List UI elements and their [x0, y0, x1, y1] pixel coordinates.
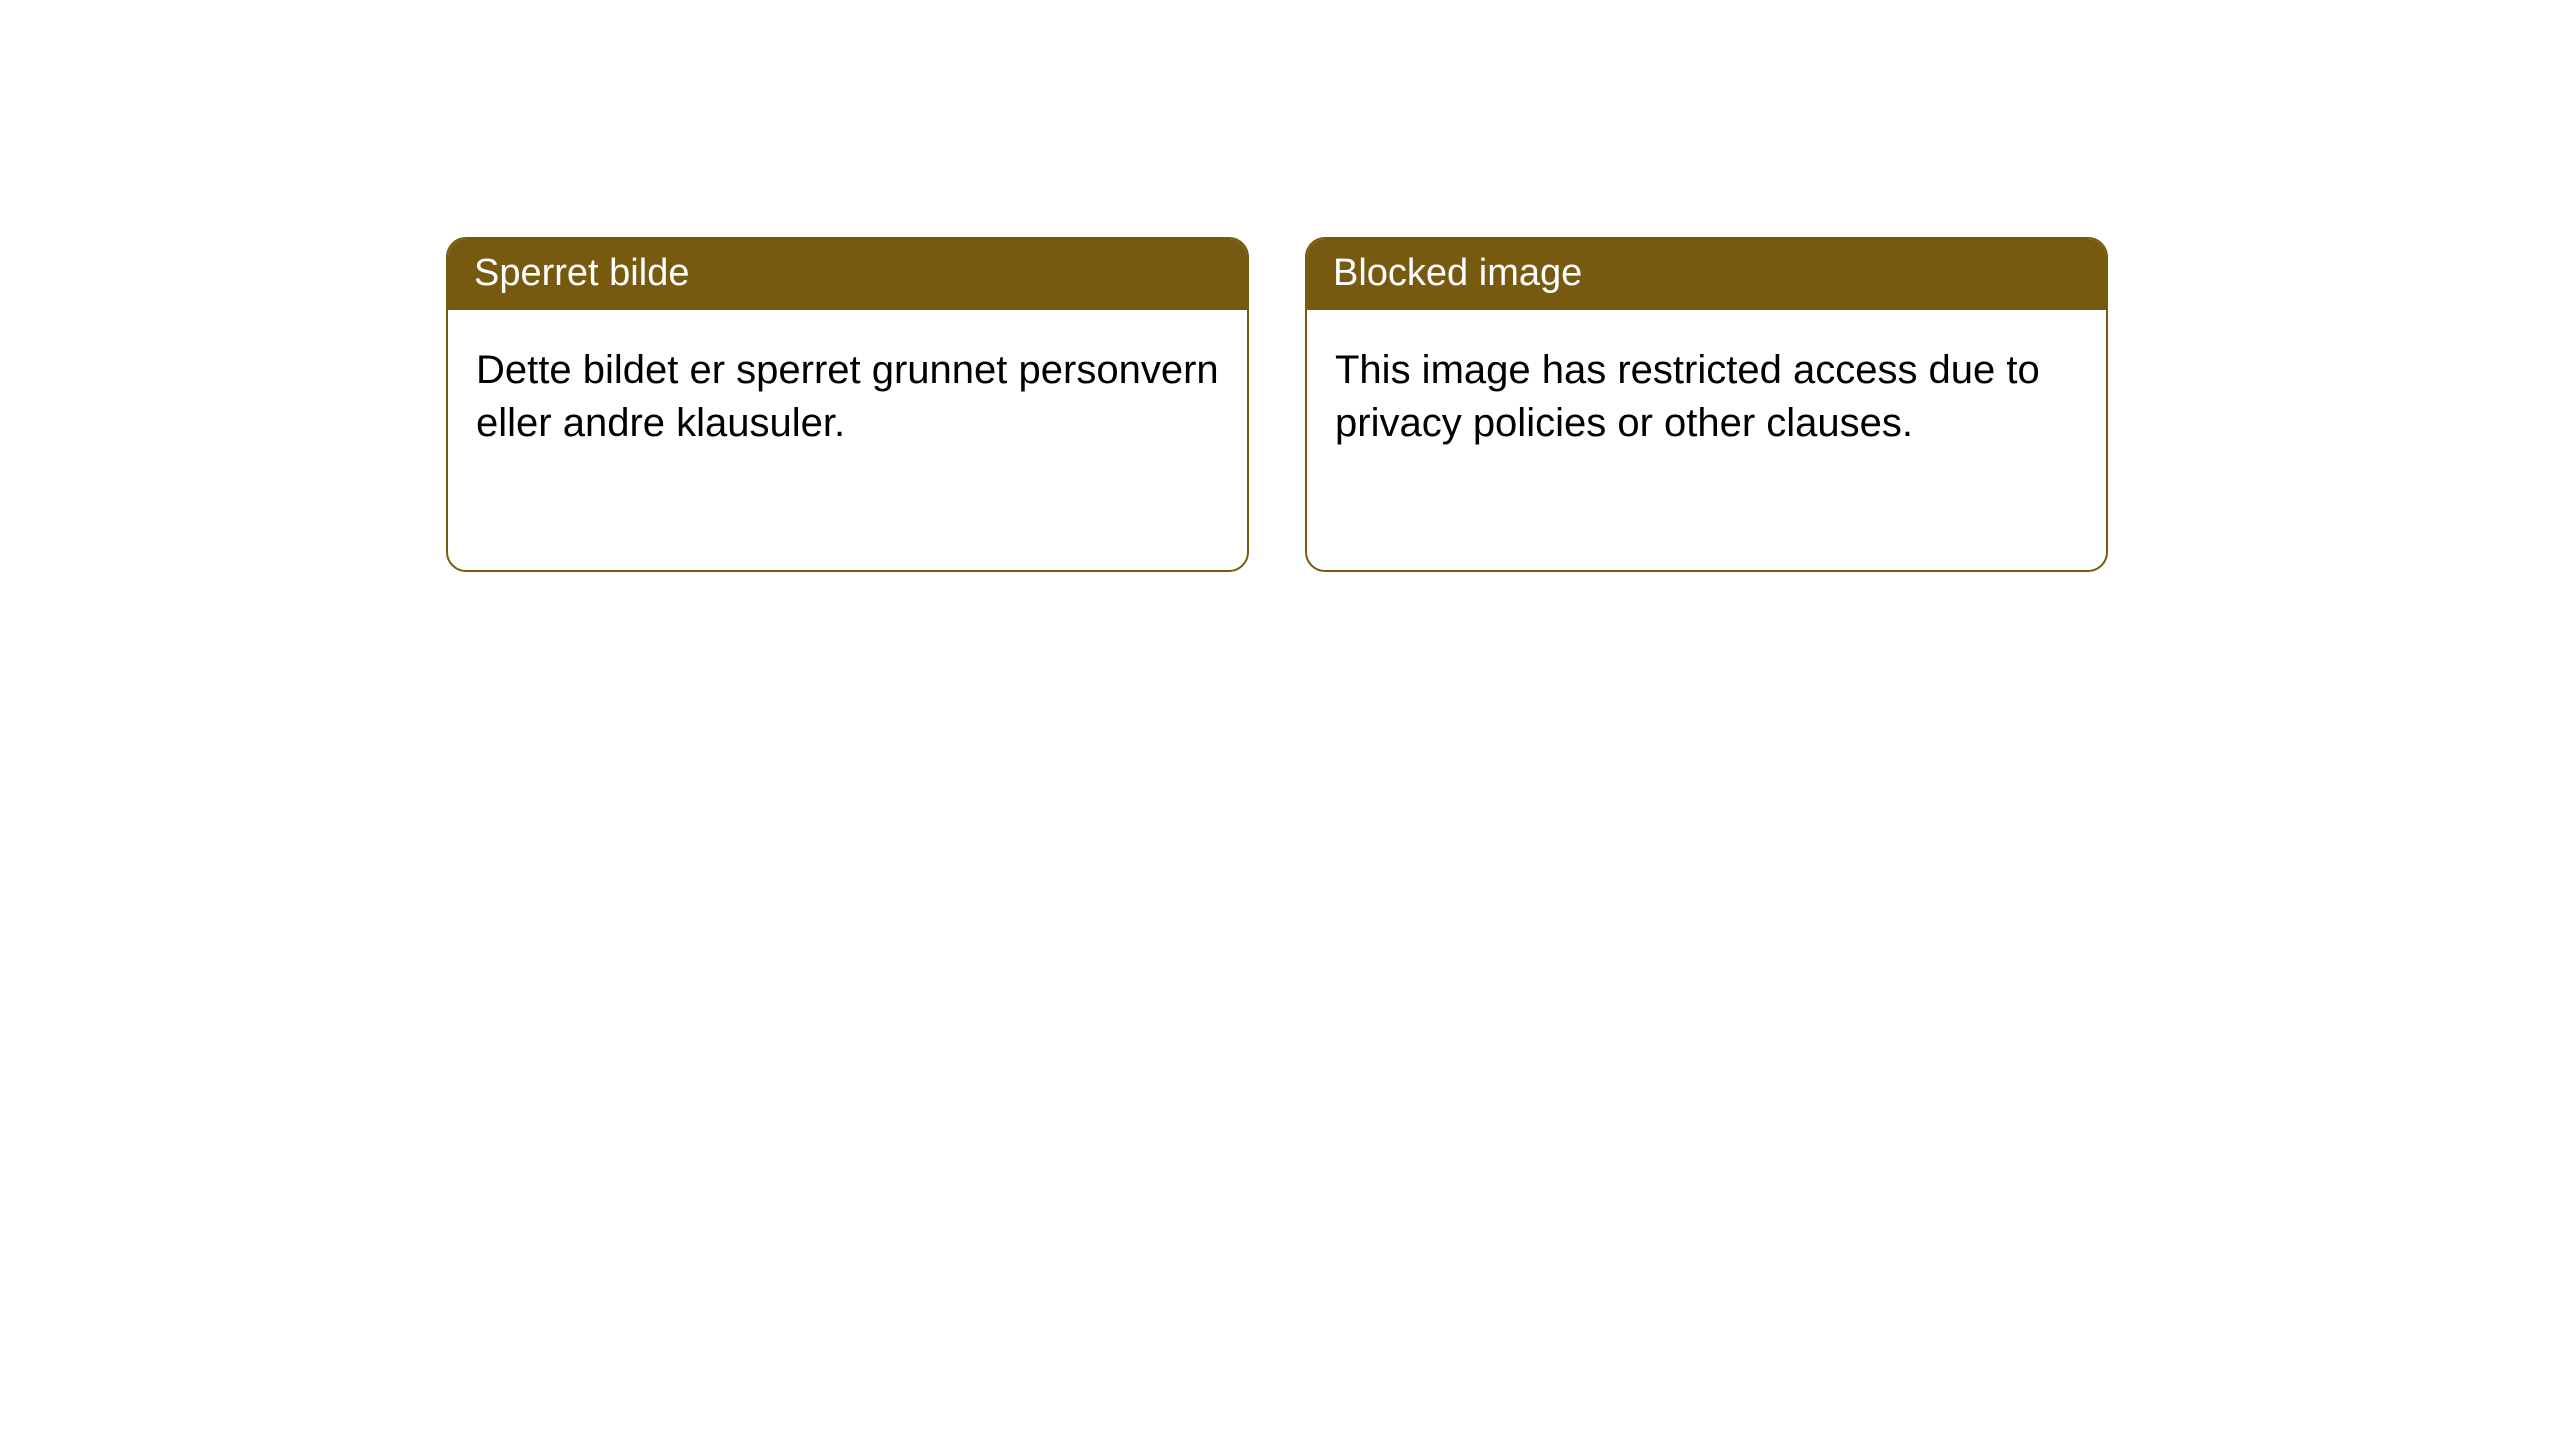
cards-container: Sperret bilde Dette bildet er sperret gr… — [0, 0, 2560, 572]
card-body-english: This image has restricted access due to … — [1307, 310, 2106, 478]
card-header-norwegian: Sperret bilde — [448, 239, 1247, 310]
card-norwegian: Sperret bilde Dette bildet er sperret gr… — [446, 237, 1249, 572]
card-header-english: Blocked image — [1307, 239, 2106, 310]
card-english: Blocked image This image has restricted … — [1305, 237, 2108, 572]
card-body-norwegian: Dette bildet er sperret grunnet personve… — [448, 310, 1247, 478]
